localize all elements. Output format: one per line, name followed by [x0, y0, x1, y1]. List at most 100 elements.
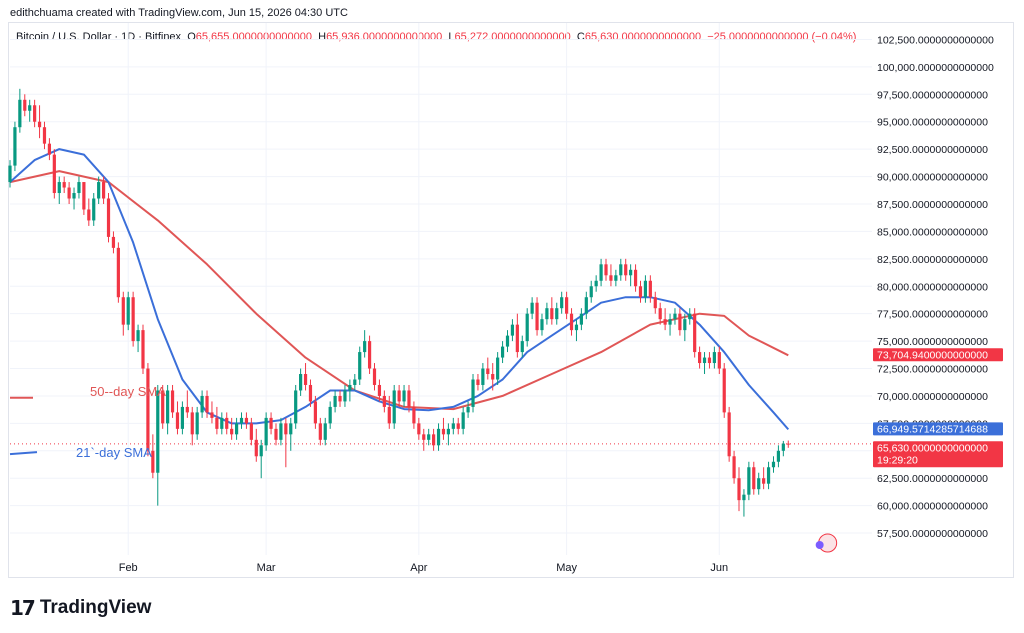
- candle-body: [456, 423, 460, 429]
- candle-body: [525, 313, 529, 342]
- candle-body: [313, 401, 317, 424]
- y-tick-label: 95,000.0000000000000: [877, 117, 988, 129]
- low-label: L: [448, 31, 455, 43]
- candle-body: [712, 352, 716, 364]
- candle-body: [146, 368, 150, 451]
- x-tick-label: May: [556, 562, 577, 574]
- symbol-label[interactable]: Bitcoin / U.S. Dollar · 1D · Bitfinex: [16, 31, 182, 43]
- candle-body: [254, 439, 258, 457]
- candle-body: [717, 352, 721, 369]
- candle-body: [629, 269, 633, 276]
- candle-body: [540, 319, 544, 331]
- y-tick-label: 72,500.0000000000000: [877, 364, 988, 376]
- candle-body: [338, 395, 342, 402]
- candle-body: [299, 374, 303, 391]
- candle-body: [323, 423, 327, 440]
- candle-body: [284, 423, 288, 435]
- countdown-label: 19:29:20: [877, 454, 918, 466]
- candle-body: [175, 412, 180, 429]
- candle-body: [486, 368, 490, 375]
- candle-body: [609, 275, 613, 281]
- close-value: 65,630.0000000000000: [584, 31, 702, 43]
- candle-body: [195, 412, 199, 435]
- candle-body: [161, 390, 165, 424]
- candle-body: [358, 352, 362, 380]
- candle-body: [678, 313, 682, 331]
- candle-body: [422, 434, 426, 440]
- candle-body: [372, 368, 377, 385]
- candle-body: [461, 412, 465, 429]
- last-price-tag: 65,630.0000000000000: [877, 442, 988, 454]
- candle-body: [387, 406, 391, 424]
- candle-body: [594, 280, 598, 287]
- candle-body: [77, 182, 81, 194]
- change-value: −25.0000000000000 (−0.04%): [707, 31, 857, 43]
- candle-body: [382, 395, 386, 407]
- candle-body: [47, 143, 52, 155]
- candle-body: [264, 417, 268, 446]
- candle-body: [727, 412, 731, 457]
- candle-body: [249, 423, 253, 440]
- candle-body: [707, 357, 712, 364]
- candle-body: [648, 280, 652, 298]
- candle-body: [294, 390, 298, 424]
- candle-body: [377, 384, 382, 396]
- candle-body: [574, 324, 579, 331]
- candle-body: [111, 236, 116, 248]
- candle-body: [303, 374, 308, 385]
- candle-body: [673, 313, 677, 320]
- events-dot-icon: [815, 541, 824, 549]
- tradingview-branding[interactable]: 17 TradingView: [10, 596, 151, 620]
- x-tick-label: Feb: [119, 562, 138, 574]
- candle-body: [407, 390, 411, 407]
- candle-body: [747, 467, 751, 495]
- candle-body: [308, 384, 313, 402]
- high-label: H: [318, 31, 327, 43]
- open-label: O: [187, 31, 196, 43]
- candle-body: [397, 390, 401, 402]
- y-tick-label: 85,000.0000000000000: [877, 226, 988, 238]
- candle-body: [451, 423, 455, 429]
- candle-body: [505, 335, 510, 347]
- candlesticks: [8, 88, 790, 517]
- sma50-line: [9, 170, 789, 411]
- candle-body: [210, 412, 214, 418]
- candle-body: [82, 182, 86, 210]
- candle-body: [101, 182, 106, 199]
- candle-body: [491, 374, 495, 380]
- candle-body: [619, 264, 623, 276]
- y-tick-label: 70,000.0000000000000: [877, 391, 988, 403]
- x-tick-label: Jun: [710, 562, 728, 574]
- candle-body: [200, 395, 204, 413]
- high-value: 65,936.0000000000000: [326, 31, 443, 43]
- candle-body: [446, 428, 450, 435]
- candle-body: [766, 467, 771, 484]
- candle-body: [57, 182, 61, 194]
- y-tick-label: 77,500.0000000000000: [877, 309, 988, 321]
- candle-body: [72, 193, 76, 199]
- sma21-leader: [9, 451, 38, 456]
- sma21-price-tag: 66,949.5714285714688: [877, 423, 988, 435]
- candle-body: [28, 105, 32, 111]
- candle-body: [530, 302, 534, 314]
- candle-body: [555, 308, 559, 320]
- candle-body: [190, 412, 194, 435]
- candle-body: [185, 406, 189, 413]
- candle-body: [289, 423, 293, 435]
- candle-body: [757, 478, 761, 490]
- candle-body: [121, 297, 125, 325]
- candle-body: [269, 417, 273, 429]
- candle-body: [668, 319, 672, 325]
- candle-body: [510, 324, 515, 336]
- candle-body: [141, 330, 145, 369]
- candle-body: [225, 417, 229, 429]
- candle-body: [432, 434, 436, 446]
- candle-body: [97, 182, 101, 199]
- candle-body: [170, 390, 175, 413]
- candle-body: [550, 308, 554, 320]
- candle-body: [106, 198, 111, 237]
- close-label: C: [576, 31, 585, 43]
- candle-body: [215, 417, 219, 429]
- axis-labels: 57,500.0000000000000 60,000.0000000000000…: [9, 34, 1003, 574]
